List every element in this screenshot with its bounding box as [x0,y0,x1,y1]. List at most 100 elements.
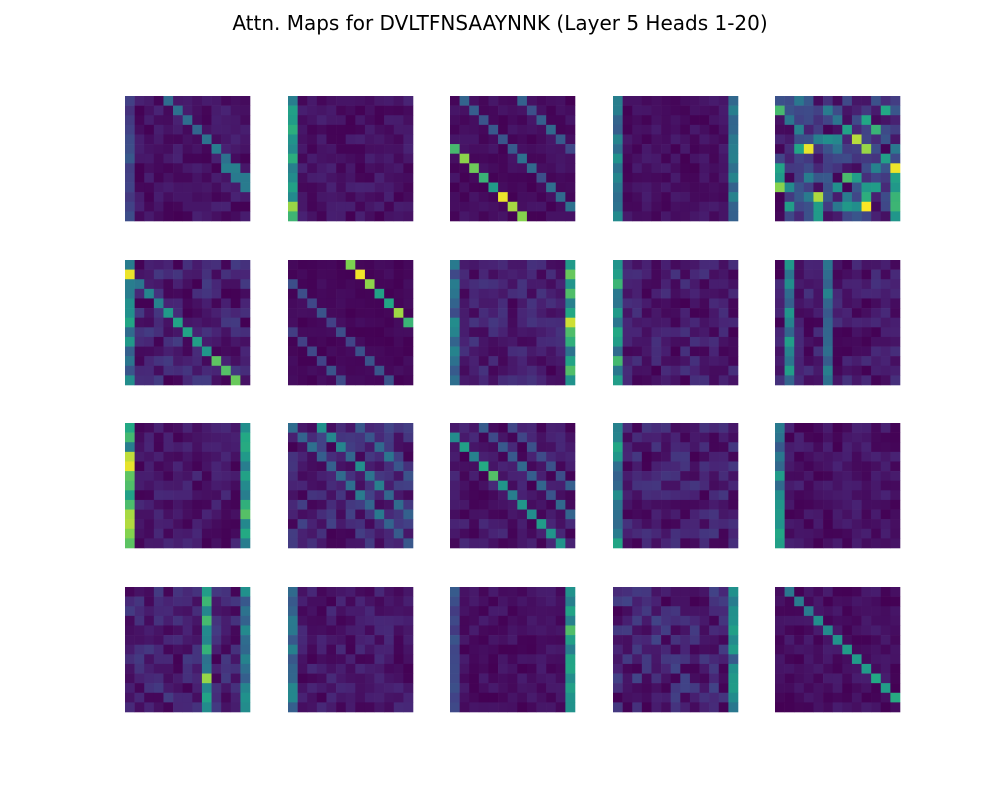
head-16-cell [125,702,135,713]
head-18-cell [459,702,470,713]
head-15-cell [794,423,805,433]
head-3-cell [459,201,470,212]
head-1-cell [182,192,193,203]
head-3-cell [488,182,499,193]
head-19-cell [699,654,710,665]
head-12-cell [288,499,298,510]
head-6-cell [163,365,174,376]
head-18-cell [517,663,528,674]
head-3-cell [536,182,547,193]
head-3-cell [555,163,566,174]
head-11-cell [134,538,145,549]
head-13-cell [478,538,489,549]
head-19-cell [709,702,720,713]
head-4-cell [689,172,700,183]
head-1-cell [230,192,241,203]
head-3-cell [526,134,537,145]
head-11-cell [230,519,241,530]
head-16-cell [192,654,203,665]
head-11-cell [201,442,212,453]
head-1-cell [173,211,183,222]
head-9-cell [728,327,739,338]
head-8-cell [536,308,547,318]
head-17-cell [384,615,395,626]
head-8-cell [565,260,576,270]
head-14-cell [709,471,720,481]
head-12-cell [364,480,375,491]
head-18-cell [517,673,528,684]
head-2-cell [393,144,404,154]
head-6-cell [201,317,212,328]
head-12-cell [355,519,366,530]
head-20-cell [861,683,872,694]
head-2-cell [288,201,298,212]
head-8-cell [536,336,547,347]
head-10-cell [823,356,833,367]
head-18-cell [450,654,460,665]
head-4-cell [709,96,720,106]
head-2-cell [336,134,346,145]
head-14-cell [622,480,633,491]
head-8-cell [517,260,528,270]
head-15-cell [890,509,901,520]
head-1-cell [201,211,212,222]
head-19-cell [641,606,652,617]
head-12-cell [288,471,298,481]
head-12-cell [307,423,318,433]
head-3-cell [507,182,518,193]
head-5-cell [871,163,882,174]
head-17-cell [355,692,366,703]
head-10-cell [871,375,882,386]
head-1-cell [221,96,232,106]
head-13-cell [450,442,460,453]
head-5-cell [775,201,785,212]
head-10-cell [784,365,795,376]
head-20-cell [871,692,882,703]
head-3-cell [565,134,576,145]
head-19-cell [651,587,662,597]
head-11-cell [134,499,145,510]
head-14-cell [651,499,662,510]
head-16-cell [173,654,183,665]
head-7-cell [288,375,298,386]
head-4-cell [661,96,671,106]
head-16-cell [240,683,251,694]
head-5-cell [803,144,814,154]
head-18-cell [478,596,489,607]
head-12-cell [336,451,346,462]
head-9-cell [728,308,739,318]
head-7-cell [355,269,366,280]
head-20-cell [823,625,833,636]
head-15-cell [851,538,862,549]
head-16-cell [192,644,203,655]
head-9-cell [613,298,623,309]
head-17-cell [326,654,337,665]
head-9-cell [680,279,691,290]
head-1-cell [211,105,222,116]
head-4-cell [641,96,652,106]
head-5-cell [784,105,795,116]
head-10-cell [880,269,891,280]
head-19-cell [709,635,720,645]
head-18-cell [498,692,508,703]
head-2-cell [374,192,385,203]
head-10-cell [890,260,901,270]
head-5-cell [832,105,843,116]
head-16-cell [230,587,241,597]
head-8-cell [526,298,537,309]
head-13-cell [469,480,480,491]
head-8-cell [488,327,499,338]
head-20-cell [823,673,833,684]
head-16-cell [134,702,145,713]
head-19-cell [651,644,662,655]
head-12-cell [403,432,414,443]
head-15-cell [890,528,901,539]
head-3-cell [459,211,470,222]
head-6-cell [182,288,193,299]
head-4-cell [651,124,662,135]
head-2-cell [307,134,318,145]
head-13-cell [517,471,528,481]
head-10-cell [775,327,785,338]
head-12-cell [345,519,356,530]
head-6-cell [163,346,174,357]
